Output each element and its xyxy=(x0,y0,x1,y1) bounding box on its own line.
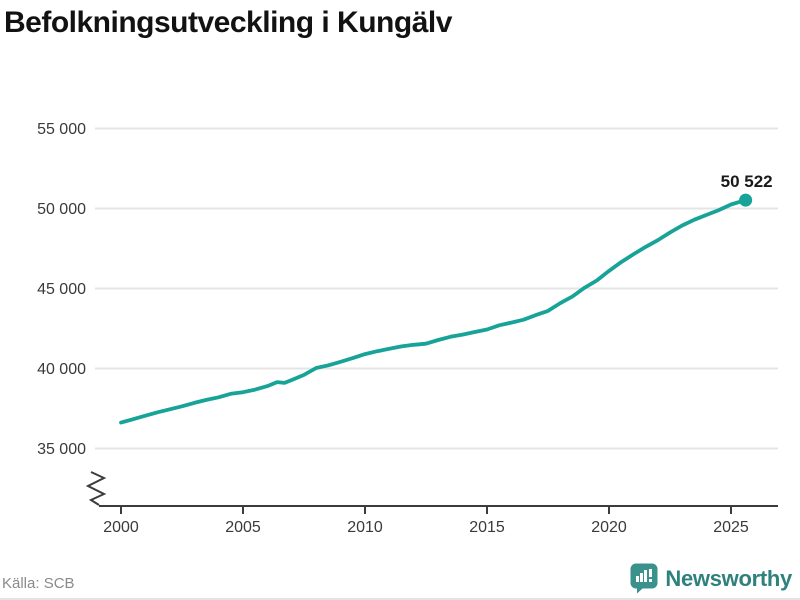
y-axis-tick-label: 40 000 xyxy=(37,361,86,378)
bar-2 xyxy=(640,573,644,582)
population-line xyxy=(119,198,748,425)
x-axis-tick-label: 2000 xyxy=(103,519,139,536)
bar-1 xyxy=(636,576,640,582)
y-axis-tick-label: 50 000 xyxy=(37,201,86,218)
window-bottom-edge xyxy=(0,598,800,600)
chart-title: Befolkningsutveckling i Kungälv xyxy=(4,6,452,39)
newsworthy-logo-icon xyxy=(630,563,658,594)
exclamation-dot xyxy=(649,579,653,582)
x-axis-tick-label: 2010 xyxy=(347,519,383,536)
x-axis-tick-label: 2015 xyxy=(469,519,505,536)
newsworthy-brand-name: Newsworthy xyxy=(665,565,792,591)
exclamation-bar xyxy=(649,569,653,577)
end-point-dot xyxy=(739,193,753,207)
x-axis-tick-label: 2025 xyxy=(713,519,749,536)
x-axis-tick-label: 2005 xyxy=(225,519,261,536)
y-axis-tick-label: 55 000 xyxy=(37,121,86,138)
y-axis-tick-label: 35 000 xyxy=(37,441,86,458)
y-axis-tick-label: 45 000 xyxy=(37,281,86,298)
newsworthy-brand: Newsworthy xyxy=(630,563,792,594)
axis-break-icon xyxy=(85,471,107,506)
bar-3 xyxy=(644,570,648,582)
x-axis-tick-label: 2020 xyxy=(591,519,627,536)
end-value-label: 50 522 xyxy=(721,172,773,191)
population-line-chart: 35 000 40 000 45 000 50 000 55 000 2000 2005 20… xyxy=(37,121,778,536)
source-attribution: Källa: SCB xyxy=(2,575,75,592)
